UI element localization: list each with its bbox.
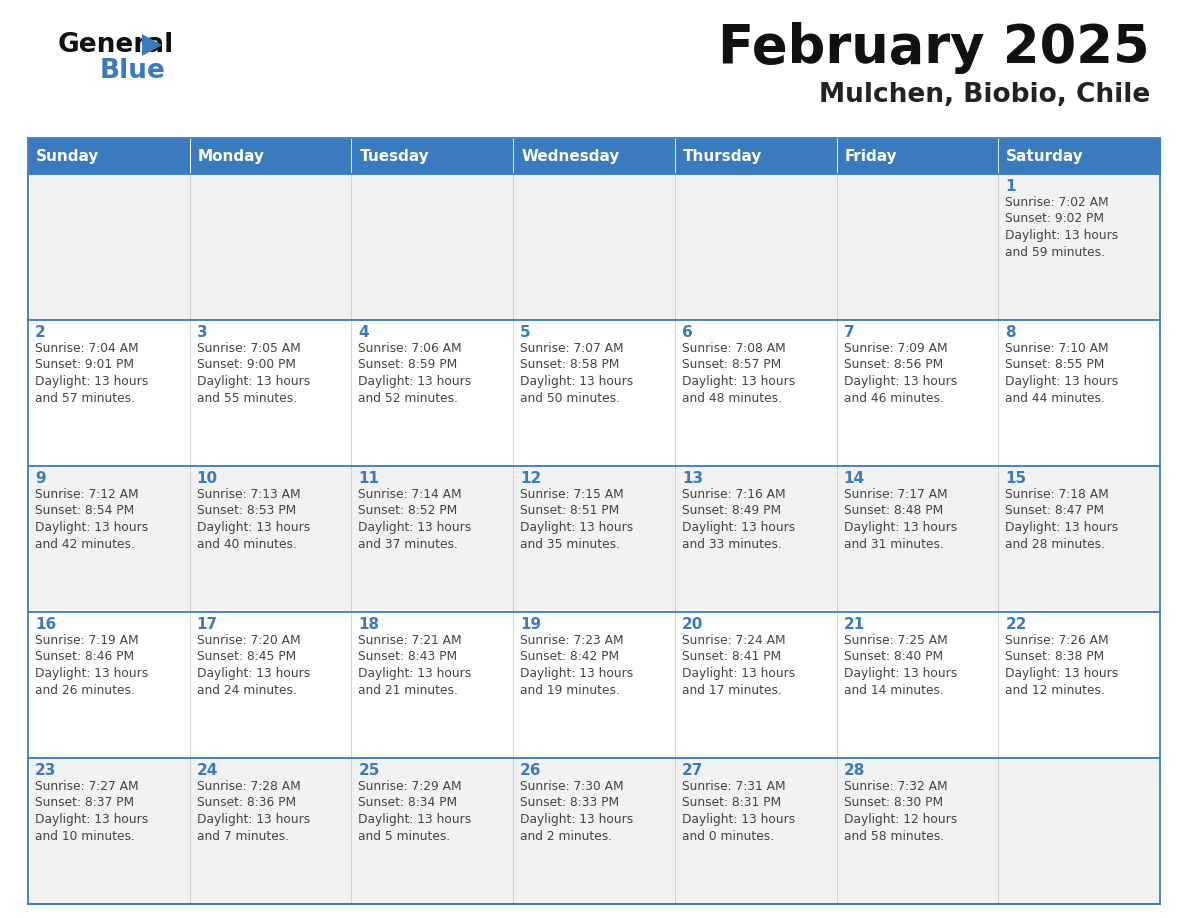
Text: Monday: Monday xyxy=(197,149,265,163)
Text: Sunrise: 7:23 AM
Sunset: 8:42 PM
Daylight: 13 hours
and 19 minutes.: Sunrise: 7:23 AM Sunset: 8:42 PM Dayligh… xyxy=(520,634,633,697)
Text: Sunrise: 7:30 AM
Sunset: 8:33 PM
Daylight: 13 hours
and 2 minutes.: Sunrise: 7:30 AM Sunset: 8:33 PM Dayligh… xyxy=(520,780,633,843)
Bar xyxy=(29,758,1159,904)
Text: Sunrise: 7:32 AM
Sunset: 8:30 PM
Daylight: 12 hours
and 58 minutes.: Sunrise: 7:32 AM Sunset: 8:30 PM Dayligh… xyxy=(843,780,956,843)
Text: Sunrise: 7:28 AM
Sunset: 8:36 PM
Daylight: 13 hours
and 7 minutes.: Sunrise: 7:28 AM Sunset: 8:36 PM Dayligh… xyxy=(197,780,310,843)
Text: 28: 28 xyxy=(843,763,865,778)
Text: 23: 23 xyxy=(34,763,56,778)
Text: 11: 11 xyxy=(359,471,379,486)
Text: Sunrise: 7:26 AM
Sunset: 8:38 PM
Daylight: 13 hours
and 12 minutes.: Sunrise: 7:26 AM Sunset: 8:38 PM Dayligh… xyxy=(1005,634,1119,697)
Text: Sunrise: 7:08 AM
Sunset: 8:57 PM
Daylight: 13 hours
and 48 minutes.: Sunrise: 7:08 AM Sunset: 8:57 PM Dayligh… xyxy=(682,342,795,405)
Text: 22: 22 xyxy=(1005,617,1026,632)
Text: Sunrise: 7:24 AM
Sunset: 8:41 PM
Daylight: 13 hours
and 17 minutes.: Sunrise: 7:24 AM Sunset: 8:41 PM Dayligh… xyxy=(682,634,795,697)
Bar xyxy=(998,138,1161,174)
Text: 1: 1 xyxy=(1005,179,1016,194)
Text: 9: 9 xyxy=(34,471,45,486)
Text: Sunrise: 7:16 AM
Sunset: 8:49 PM
Daylight: 13 hours
and 33 minutes.: Sunrise: 7:16 AM Sunset: 8:49 PM Dayligh… xyxy=(682,488,795,551)
Text: 25: 25 xyxy=(359,763,380,778)
Polygon shape xyxy=(143,34,162,56)
Text: 17: 17 xyxy=(197,617,217,632)
Text: Sunrise: 7:13 AM
Sunset: 8:53 PM
Daylight: 13 hours
and 40 minutes.: Sunrise: 7:13 AM Sunset: 8:53 PM Dayligh… xyxy=(197,488,310,551)
Text: Sunrise: 7:20 AM
Sunset: 8:45 PM
Daylight: 13 hours
and 24 minutes.: Sunrise: 7:20 AM Sunset: 8:45 PM Dayligh… xyxy=(197,634,310,697)
Text: Saturday: Saturday xyxy=(1006,149,1083,163)
Text: 14: 14 xyxy=(843,471,865,486)
Text: Sunrise: 7:07 AM
Sunset: 8:58 PM
Daylight: 13 hours
and 50 minutes.: Sunrise: 7:07 AM Sunset: 8:58 PM Dayligh… xyxy=(520,342,633,405)
Bar xyxy=(190,138,352,174)
Text: 20: 20 xyxy=(682,617,703,632)
Text: Friday: Friday xyxy=(845,149,897,163)
Text: 6: 6 xyxy=(682,325,693,340)
Text: 5: 5 xyxy=(520,325,531,340)
Text: 4: 4 xyxy=(359,325,369,340)
Text: Sunrise: 7:21 AM
Sunset: 8:43 PM
Daylight: 13 hours
and 21 minutes.: Sunrise: 7:21 AM Sunset: 8:43 PM Dayligh… xyxy=(359,634,472,697)
Text: 16: 16 xyxy=(34,617,56,632)
Text: Sunrise: 7:31 AM
Sunset: 8:31 PM
Daylight: 13 hours
and 0 minutes.: Sunrise: 7:31 AM Sunset: 8:31 PM Dayligh… xyxy=(682,780,795,843)
Text: Sunrise: 7:25 AM
Sunset: 8:40 PM
Daylight: 13 hours
and 14 minutes.: Sunrise: 7:25 AM Sunset: 8:40 PM Dayligh… xyxy=(843,634,956,697)
Text: 10: 10 xyxy=(197,471,217,486)
Text: Sunrise: 7:29 AM
Sunset: 8:34 PM
Daylight: 13 hours
and 5 minutes.: Sunrise: 7:29 AM Sunset: 8:34 PM Dayligh… xyxy=(359,780,472,843)
Bar xyxy=(836,138,999,174)
Text: February 2025: February 2025 xyxy=(719,22,1150,74)
Bar xyxy=(29,612,1159,758)
Text: Sunrise: 7:15 AM
Sunset: 8:51 PM
Daylight: 13 hours
and 35 minutes.: Sunrise: 7:15 AM Sunset: 8:51 PM Dayligh… xyxy=(520,488,633,551)
Text: 21: 21 xyxy=(843,617,865,632)
Text: 8: 8 xyxy=(1005,325,1016,340)
Text: Sunday: Sunday xyxy=(36,149,100,163)
Text: 26: 26 xyxy=(520,763,542,778)
Text: 2: 2 xyxy=(34,325,46,340)
Bar xyxy=(29,138,1159,904)
Text: Sunrise: 7:09 AM
Sunset: 8:56 PM
Daylight: 13 hours
and 46 minutes.: Sunrise: 7:09 AM Sunset: 8:56 PM Dayligh… xyxy=(843,342,956,405)
Text: Tuesday: Tuesday xyxy=(360,149,429,163)
Bar xyxy=(29,138,190,174)
Text: 18: 18 xyxy=(359,617,379,632)
Bar xyxy=(29,466,1159,612)
Bar xyxy=(29,320,1159,466)
Text: 15: 15 xyxy=(1005,471,1026,486)
Text: Blue: Blue xyxy=(100,58,166,84)
Text: Wednesday: Wednesday xyxy=(522,149,619,163)
Text: 27: 27 xyxy=(682,763,703,778)
Text: Sunrise: 7:05 AM
Sunset: 9:00 PM
Daylight: 13 hours
and 55 minutes.: Sunrise: 7:05 AM Sunset: 9:00 PM Dayligh… xyxy=(197,342,310,405)
Text: Sunrise: 7:18 AM
Sunset: 8:47 PM
Daylight: 13 hours
and 28 minutes.: Sunrise: 7:18 AM Sunset: 8:47 PM Dayligh… xyxy=(1005,488,1119,551)
Text: Sunrise: 7:12 AM
Sunset: 8:54 PM
Daylight: 13 hours
and 42 minutes.: Sunrise: 7:12 AM Sunset: 8:54 PM Dayligh… xyxy=(34,488,148,551)
Text: 3: 3 xyxy=(197,325,208,340)
Text: 13: 13 xyxy=(682,471,703,486)
Text: Sunrise: 7:17 AM
Sunset: 8:48 PM
Daylight: 13 hours
and 31 minutes.: Sunrise: 7:17 AM Sunset: 8:48 PM Dayligh… xyxy=(843,488,956,551)
Bar xyxy=(352,138,513,174)
Text: Mulchen, Biobio, Chile: Mulchen, Biobio, Chile xyxy=(819,82,1150,108)
Text: Sunrise: 7:06 AM
Sunset: 8:59 PM
Daylight: 13 hours
and 52 minutes.: Sunrise: 7:06 AM Sunset: 8:59 PM Dayligh… xyxy=(359,342,472,405)
Text: 7: 7 xyxy=(843,325,854,340)
Bar xyxy=(29,174,1159,320)
Text: Sunrise: 7:19 AM
Sunset: 8:46 PM
Daylight: 13 hours
and 26 minutes.: Sunrise: 7:19 AM Sunset: 8:46 PM Dayligh… xyxy=(34,634,148,697)
Text: Sunrise: 7:14 AM
Sunset: 8:52 PM
Daylight: 13 hours
and 37 minutes.: Sunrise: 7:14 AM Sunset: 8:52 PM Dayligh… xyxy=(359,488,472,551)
Text: 12: 12 xyxy=(520,471,542,486)
Text: 24: 24 xyxy=(197,763,219,778)
Bar xyxy=(675,138,838,174)
Text: Thursday: Thursday xyxy=(683,149,763,163)
Bar xyxy=(513,138,675,174)
Text: Sunrise: 7:27 AM
Sunset: 8:37 PM
Daylight: 13 hours
and 10 minutes.: Sunrise: 7:27 AM Sunset: 8:37 PM Dayligh… xyxy=(34,780,148,843)
Text: Sunrise: 7:10 AM
Sunset: 8:55 PM
Daylight: 13 hours
and 44 minutes.: Sunrise: 7:10 AM Sunset: 8:55 PM Dayligh… xyxy=(1005,342,1119,405)
Text: Sunrise: 7:02 AM
Sunset: 9:02 PM
Daylight: 13 hours
and 59 minutes.: Sunrise: 7:02 AM Sunset: 9:02 PM Dayligh… xyxy=(1005,196,1119,259)
Text: 19: 19 xyxy=(520,617,542,632)
Text: Sunrise: 7:04 AM
Sunset: 9:01 PM
Daylight: 13 hours
and 57 minutes.: Sunrise: 7:04 AM Sunset: 9:01 PM Dayligh… xyxy=(34,342,148,405)
Text: General: General xyxy=(58,32,175,58)
